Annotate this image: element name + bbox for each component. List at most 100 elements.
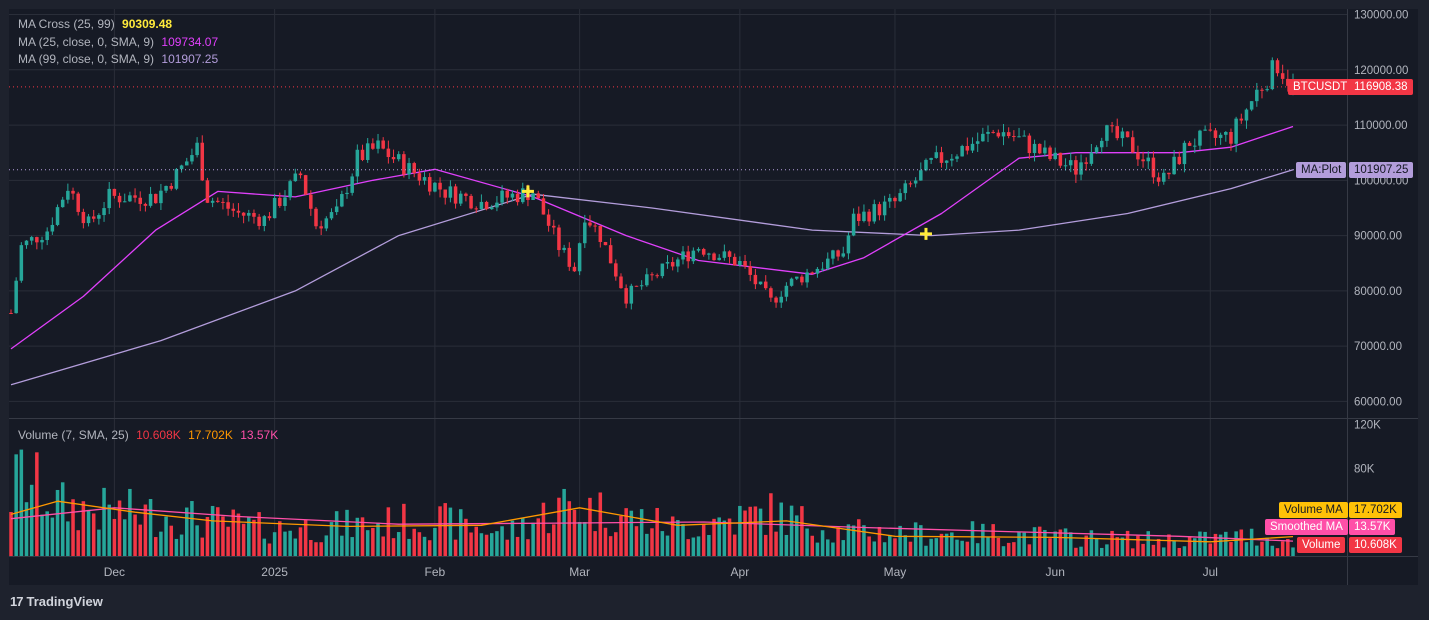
candle [882,201,887,216]
candle [763,281,768,289]
candle [179,165,184,170]
candle [676,259,680,267]
volume-bar [91,513,96,556]
smoothed-ma-value-tag: 13.57K [1349,519,1396,535]
candle [831,250,835,259]
legend-ma-cross-label: MA Cross (25, 99) [18,17,115,31]
candle [562,247,566,251]
candle [815,268,820,274]
volume-bar [676,520,680,556]
legend-ma-cross-value: 90309.48 [122,17,173,31]
candle [489,207,494,210]
volume-bar [1130,548,1135,556]
time-tick-label: Mar [569,565,590,579]
candle [955,156,959,159]
volume-bar [686,539,690,556]
candle [1115,126,1119,139]
volume-bar [727,518,732,556]
price-tick-label: 120000.00 [1354,65,1408,77]
candle [76,193,80,212]
candle [1280,73,1285,79]
candle [102,208,106,216]
volume-bar [267,543,272,556]
candle [794,276,799,279]
candle [1156,177,1161,182]
candle [324,218,329,229]
candle [888,197,892,202]
volume-bar [221,516,225,556]
candle [836,250,840,257]
volume-bar [453,539,458,556]
volume-bar [1249,528,1254,556]
volume-bar [572,509,577,556]
candle [1208,129,1213,131]
candle [1162,172,1166,182]
volume-bar [40,514,44,556]
volume-bar [815,542,820,556]
volume-bar [159,531,163,556]
volume-bar [557,497,561,556]
candle [981,133,985,142]
candle [1203,129,1207,131]
volume-bar [955,539,959,556]
volume-bar [298,527,303,556]
volume-bar [794,515,799,556]
volume-bar [1006,542,1011,556]
volume-bar [743,510,747,556]
legend-ma25-label: MA (25, close, 0, SMA, 9) [18,35,155,49]
volume-bar [262,538,267,556]
legend-ma-cross[interactable]: MA Cross (25, 99) 90309.48 [18,16,172,32]
candle [205,180,210,203]
candle [929,157,933,160]
candle [521,188,525,203]
volume-bar [1094,538,1099,556]
candle [1167,172,1171,175]
volume-bar [60,482,65,556]
volume-bar [500,526,504,556]
candle [857,213,861,222]
candle [846,235,851,254]
tradingview-logo[interactable]: 17 TradingView [10,594,103,609]
candle [774,297,778,303]
candle [1120,131,1125,139]
candle [1089,152,1094,164]
volume-bar [427,540,432,556]
volume-bar [443,503,447,556]
candle [71,190,75,194]
volume-bar [190,501,194,556]
volume-bar [1193,538,1197,556]
volume-bar [1136,535,1140,556]
volume-bar [960,540,964,556]
legend-ma25[interactable]: MA (25, close, 0, SMA, 9) 109734.07 [18,34,218,50]
volume-bar [1291,547,1295,556]
candle [903,183,908,194]
volume-bar [831,542,835,556]
candle [696,249,701,251]
ma-plot-tag: MA:Plot [1296,162,1347,178]
volume-bar [1099,547,1104,556]
legend-ma99[interactable]: MA (99, close, 0, SMA, 9) 101907.25 [18,51,218,67]
volume-bar [665,535,670,556]
volume-bar [386,507,391,556]
volume-bar [102,487,106,556]
candle [975,141,980,144]
volume-bar [650,528,654,556]
candle [670,262,675,267]
volume-bar [391,538,396,556]
candle [655,275,659,277]
legend-volume[interactable]: Volume (7, SMA, 25) 10.608K 17.702K 13.5… [18,427,278,443]
volume-bar [717,517,721,556]
volume-bar [981,523,985,556]
volume-bar [598,492,603,556]
volume-bar [732,534,737,556]
volume-bar [1115,537,1119,556]
price-tick-label: 90000.00 [1354,231,1402,243]
candle [681,251,685,260]
volume-bar [329,522,334,556]
candle [159,190,163,204]
candle [55,207,60,225]
candle [1286,78,1290,86]
volume-bar [1120,537,1125,556]
